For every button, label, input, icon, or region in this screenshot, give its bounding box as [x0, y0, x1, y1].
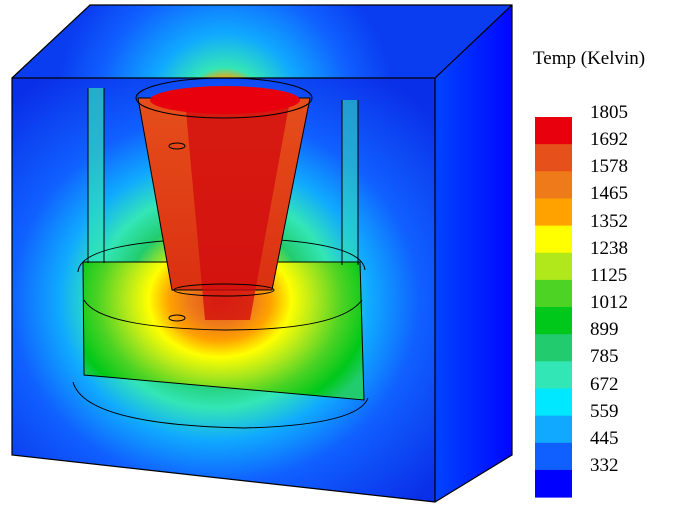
legend-swatch [535, 334, 572, 362]
legend-label: 1805 [590, 102, 628, 123]
legend-swatch [535, 252, 572, 281]
block-side-face [435, 5, 512, 502]
right-slot [342, 100, 358, 265]
crucible-hot-core [185, 100, 290, 320]
legend-swatch [535, 279, 572, 308]
legend-label: 1238 [590, 237, 628, 259]
legend-swatch [535, 171, 572, 199]
legend-swatch [535, 225, 572, 254]
small-port-lower [168, 314, 186, 322]
left-slot [88, 88, 104, 263]
legend-label: 445 [590, 427, 619, 449]
legend-swatch [535, 361, 572, 389]
legend-swatch [535, 144, 572, 172]
legend-label: 1578 [590, 156, 628, 178]
crucible-base [173, 283, 275, 297]
legend-label: 785 [590, 346, 619, 368]
legend-label: 1125 [590, 264, 628, 286]
legend-color-bar [535, 117, 572, 498]
legend-label: 1352 [590, 210, 628, 232]
legend-swatch [535, 117, 572, 145]
legend-swatch [535, 198, 572, 227]
legend-label: 1012 [590, 292, 628, 314]
melt-surface [150, 86, 300, 114]
disk-outline-mid [83, 299, 363, 331]
legend-title: Temp (Kelvin) [533, 48, 646, 69]
legend-swatch [535, 388, 572, 417]
legend-label: 672 [590, 373, 619, 395]
legend-label: 1465 [590, 183, 628, 205]
legend-swatch [535, 469, 572, 498]
disk-outline-lower [72, 381, 369, 429]
legend-swatch [535, 442, 572, 471]
legend-label: 1692 [590, 129, 628, 151]
legend-swatch [535, 307, 572, 335]
legend-label: 899 [590, 319, 619, 341]
legend-label: 332 [590, 454, 619, 476]
block-top-face [12, 5, 512, 78]
legend-swatch [535, 415, 572, 444]
small-port-upper [168, 142, 186, 150]
legend-label: 559 [590, 400, 619, 422]
